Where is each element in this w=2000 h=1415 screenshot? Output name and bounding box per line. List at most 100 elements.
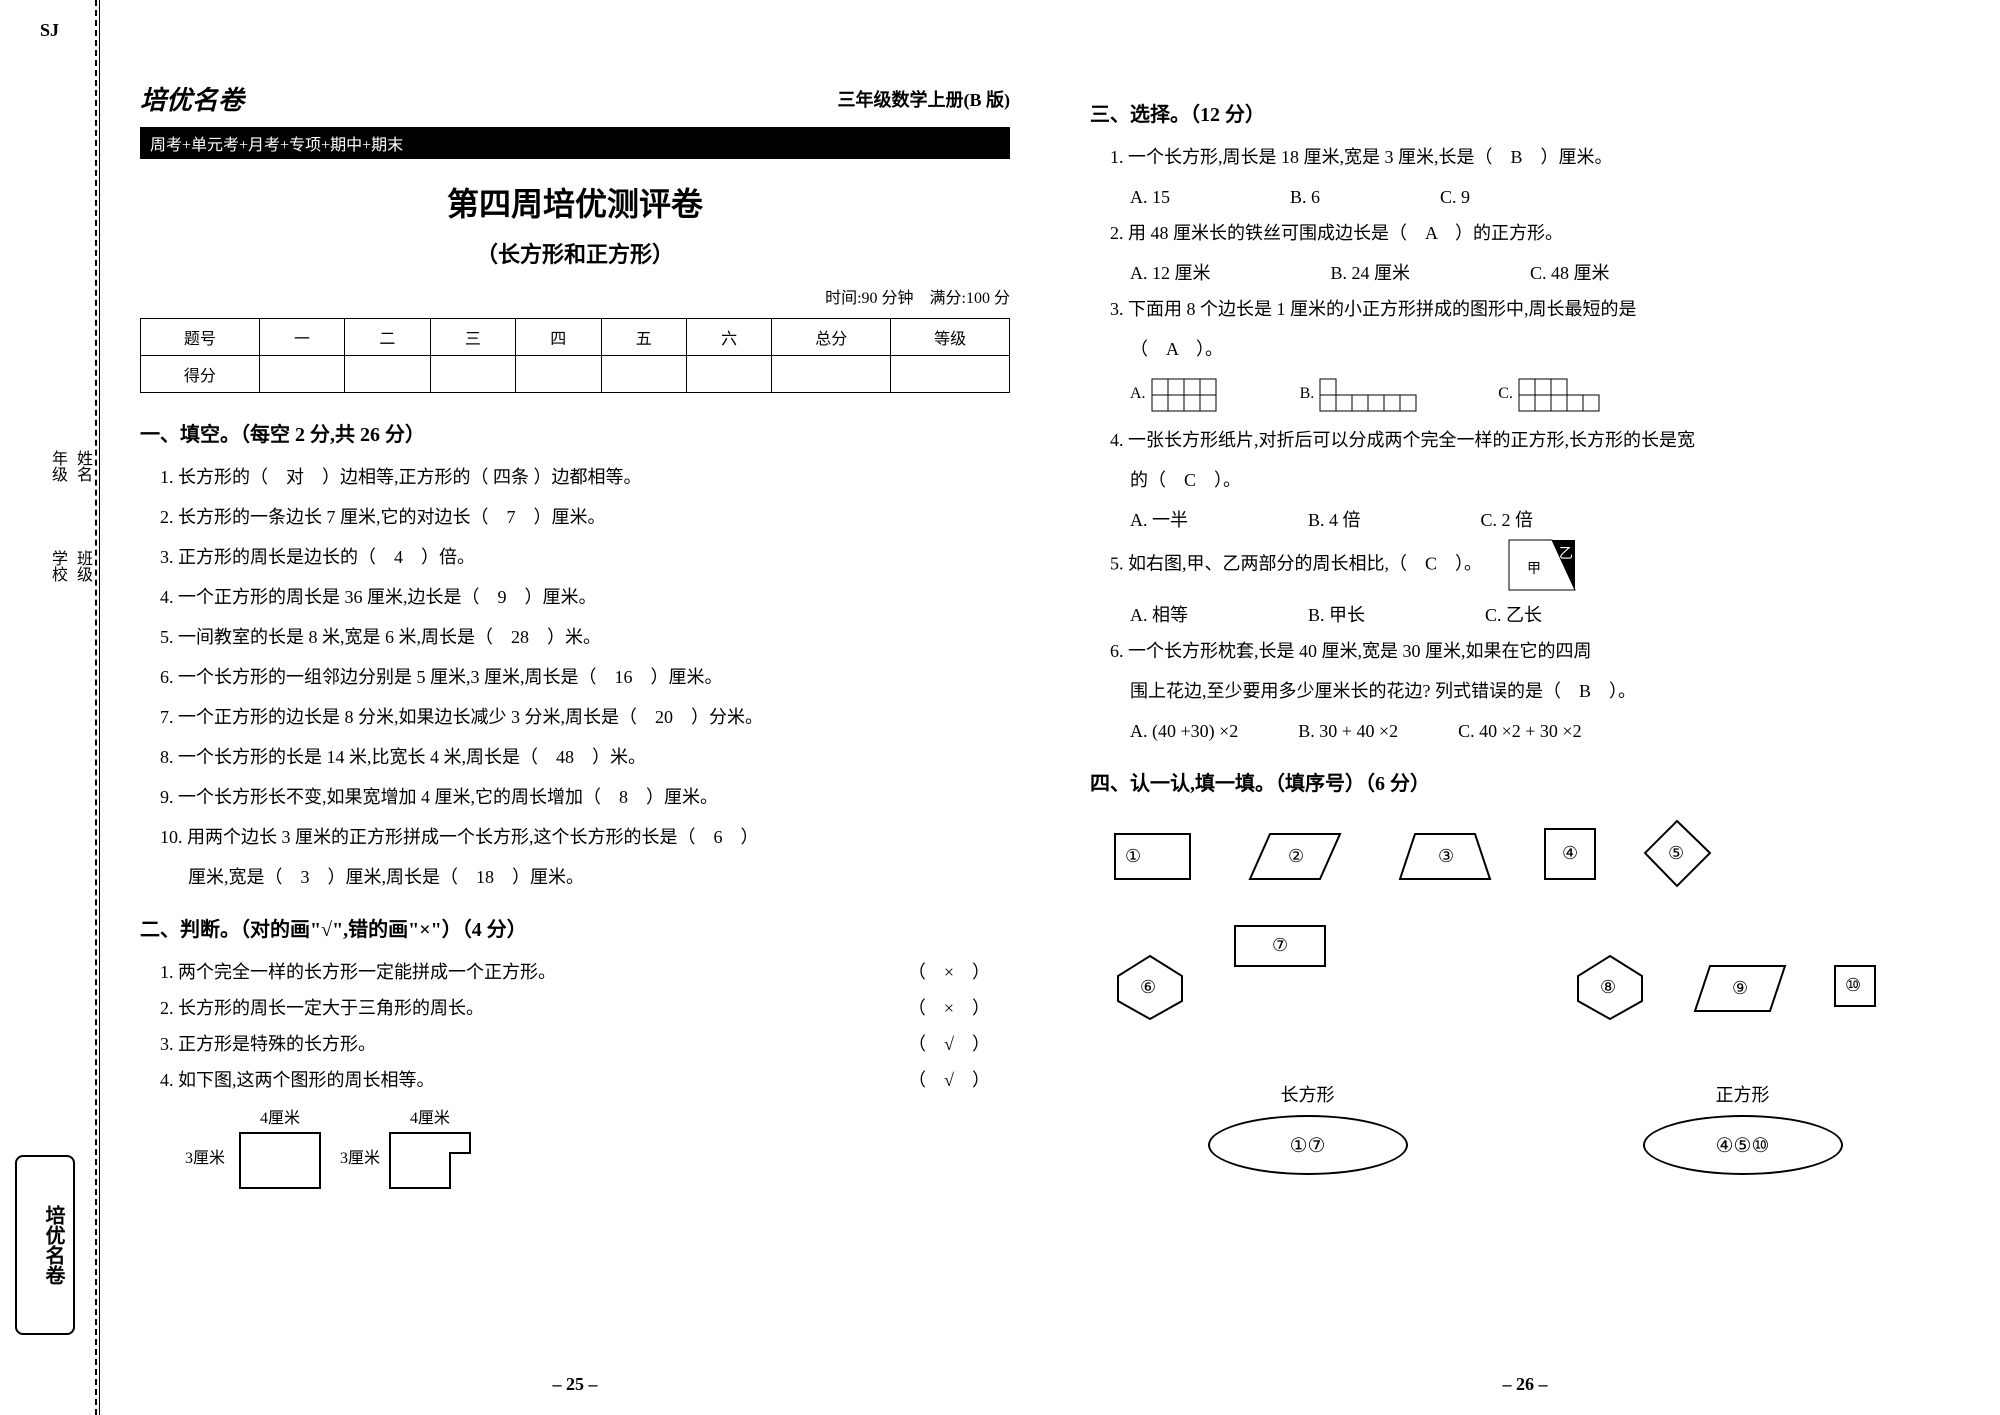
shape-1: ① bbox=[1110, 824, 1200, 884]
table-header-row: 题号 一 二 三 四 五 六 总分 等级 bbox=[141, 319, 1010, 356]
svg-text:⑥: ⑥ bbox=[1140, 977, 1156, 997]
s3-q2-b: B. 24 厘米 bbox=[1331, 255, 1411, 291]
th-total: 总分 bbox=[772, 319, 891, 356]
s3-q2-c: C. 48 厘米 bbox=[1530, 255, 1610, 291]
s1-q2: 2. 长方形的一条边长 7 厘米,它的对边长（ 7 ）厘米。 bbox=[160, 499, 1010, 535]
shape-5: ⑤ bbox=[1640, 816, 1715, 891]
s3-q3: 3. 下面用 8 个边长是 1 厘米的小正方形拼成的图形中,周长最短的是 bbox=[1110, 291, 1960, 327]
shape-7: ⑦ bbox=[1230, 911, 1530, 1061]
s3-q5-text: 5. 如右图,甲、乙两部分的周长相比,（ C ）。 bbox=[1110, 554, 1482, 574]
exam-sidebar: SJ 年级 姓名 学校 班级 培优名卷 bbox=[0, 0, 100, 1415]
s1-q10a: 10. 用两个边长 3 厘米的正方形拼成一个长方形,这个长方形的长是（ 6 ） bbox=[160, 819, 1010, 855]
s2-q1-ans: （ × ） bbox=[908, 954, 990, 990]
name-label: 姓名 bbox=[70, 450, 94, 482]
shape-9: ⑨ bbox=[1690, 956, 1790, 1016]
s3-q5-choices: A. 相等 B. 甲长 C. 乙长 bbox=[1130, 597, 1960, 633]
rect-label: 长方形 bbox=[1208, 1081, 1408, 1107]
s3-q3-opt-c: C. bbox=[1498, 377, 1607, 412]
s3-q3-opt-b: B. bbox=[1300, 377, 1419, 412]
s2-q4-diagram: 4厘米 3厘米 4厘米 3厘米 bbox=[180, 1108, 1010, 1203]
dim-4cm-1: 4厘米 bbox=[260, 1109, 300, 1127]
s1-q9: 9. 一个长方形长不变,如果宽增加 4 厘米,它的周长增加（ 8 ）厘米。 bbox=[160, 779, 1010, 815]
score-label: 得分 bbox=[141, 356, 260, 393]
s3-q2-a: A. 12 厘米 bbox=[1130, 255, 1211, 291]
th-num: 题号 bbox=[141, 319, 260, 356]
s3-q5-a: A. 相等 bbox=[1130, 597, 1188, 633]
s2-q3: 3. 正方形是特殊的长方形。 （ √ ） bbox=[160, 1026, 1010, 1062]
s3-q6-b: B. 30 + 40 ×2 bbox=[1298, 713, 1398, 749]
s3-q5-c: C. 乙长 bbox=[1485, 597, 1542, 633]
s3-q6-c: C. 40 ×2 + 30 ×2 bbox=[1458, 713, 1581, 749]
s3-q1-c: C. 9 bbox=[1440, 179, 1470, 215]
svg-text:⑤: ⑤ bbox=[1668, 843, 1684, 863]
s3-q1-a: A. 15 bbox=[1130, 179, 1170, 215]
s2-q4-ans: （ √ ） bbox=[908, 1062, 990, 1098]
s3-q5: 5. 如右图,甲、乙两部分的周长相比,（ C ）。 甲 乙 bbox=[1110, 538, 1960, 593]
s1-q3: 3. 正方形的周长是边长的（ 4 ）倍。 bbox=[160, 539, 1010, 575]
main-title: 第四周培优测评卷 bbox=[140, 179, 1010, 225]
s2-q4: 4. 如下图,这两个图形的周长相等。 （ √ ） bbox=[160, 1062, 1010, 1098]
square-group: 正方形 ④⑤⑩ bbox=[1643, 1081, 1843, 1175]
dim-4cm-2: 4厘米 bbox=[410, 1109, 450, 1127]
s3-q1-b: B. 6 bbox=[1290, 179, 1320, 215]
s1-q6: 6. 一个长方形的一组邻边分别是 5 厘米,3 厘米,周长是（ 16 ）厘米。 bbox=[160, 659, 1010, 695]
s2-q1-text: 1. 两个完全一样的长方形一定能拼成一个正方形。 bbox=[160, 954, 556, 990]
subtitle-bar: 周考+单元考+月考+专项+期中+期末 bbox=[140, 127, 1010, 159]
dim-3cm-1: 3厘米 bbox=[185, 1149, 225, 1167]
s2-q2-text: 2. 长方形的周长一定大于三角形的周长。 bbox=[160, 990, 484, 1026]
section1-title: 一、填空。（每空 2 分,共 26 分） bbox=[140, 418, 1010, 447]
s3-q6-a: A. (40 +30) ×2 bbox=[1130, 713, 1238, 749]
rect-group: 长方形 ①⑦ bbox=[1208, 1081, 1408, 1175]
shape-2: ② bbox=[1240, 824, 1350, 884]
s3-q3b: （ A ）。 bbox=[1130, 331, 1960, 367]
page-right: 三、选择。（12 分） 1. 一个长方形,周长是 18 厘米,宽是 3 厘米,长… bbox=[1050, 0, 2000, 1415]
shapes-row2: ⑥ ⑦ ⑧ ⑨ ⑩ bbox=[1110, 911, 1960, 1061]
sub-title: （长方形和正方形） bbox=[140, 237, 1010, 269]
svg-text:⑧: ⑧ bbox=[1600, 977, 1616, 997]
s1-q5: 5. 一间教室的长是 8 米,宽是 6 米,周长是（ 28 ）米。 bbox=[160, 619, 1010, 655]
s2-q2: 2. 长方形的周长一定大于三角形的周长。 （ × ） bbox=[160, 990, 1010, 1026]
square-label: 正方形 bbox=[1643, 1081, 1843, 1107]
answer-ovals: 长方形 ①⑦ 正方形 ④⑤⑩ bbox=[1090, 1081, 1960, 1175]
s3-q3-a-label: A. bbox=[1130, 385, 1146, 402]
fold-line bbox=[95, 0, 97, 1415]
grade-info: 三年级数学上册(B 版) bbox=[838, 86, 1011, 112]
svg-text:乙: 乙 bbox=[1559, 546, 1573, 562]
grade-label: 年级 bbox=[45, 450, 69, 482]
s3-q6: 6. 一个长方形枕套,长是 40 厘米,宽是 30 厘米,如果在它的四周 bbox=[1110, 633, 1960, 669]
s3-q4b: 的（ C ）。 bbox=[1130, 462, 1960, 498]
s3-q2-choices: A. 12 厘米 B. 24 厘米 C. 48 厘米 bbox=[1130, 255, 1960, 291]
th-grade: 等级 bbox=[891, 319, 1010, 356]
s1-q10b: 厘米,宽是（ 3 ）厘米,周长是（ 18 ）厘米。 bbox=[188, 859, 1010, 895]
table-score-row: 得分 bbox=[141, 356, 1010, 393]
th-3: 三 bbox=[430, 319, 515, 356]
sj-label: SJ bbox=[5, 20, 94, 41]
svg-text:④: ④ bbox=[1562, 843, 1578, 863]
s2-q3-text: 3. 正方形是特殊的长方形。 bbox=[160, 1026, 376, 1062]
s3-q4: 4. 一张长方形纸片,对折后可以分成两个完全一样的正方形,长方形的长是宽 bbox=[1110, 422, 1960, 458]
page-num-right: – 26 – bbox=[1503, 1374, 1548, 1395]
th-1: 一 bbox=[259, 319, 344, 356]
time-info: 时间:90 分钟 满分:100 分 bbox=[140, 284, 1010, 308]
s3-q3-b-label: B. bbox=[1300, 385, 1315, 402]
s3-q3-c-label: C. bbox=[1498, 385, 1513, 402]
s2-q1: 1. 两个完全一样的长方形一定能拼成一个正方形。 （ × ） bbox=[160, 954, 1010, 990]
s1-q4: 4. 一个正方形的周长是 36 厘米,边长是（ 9 ）厘米。 bbox=[160, 579, 1010, 615]
s1-q7: 7. 一个正方形的边长是 8 分米,如果边长减少 3 分米,周长是（ 20 ）分… bbox=[160, 699, 1010, 735]
s3-q4-choices: A. 一半 B. 4 倍 C. 2 倍 bbox=[1130, 502, 1960, 538]
page-left: 培优名卷 三年级数学上册(B 版) 周考+单元考+月考+专项+期中+期末 第四周… bbox=[100, 0, 1050, 1415]
svg-text:①: ① bbox=[1125, 846, 1141, 866]
brand-title: 培优名卷 bbox=[140, 80, 244, 117]
s3-q6b: 围上花边,至少要用多少厘米长的花边? 列式错误的是（ B ）。 bbox=[1130, 673, 1960, 709]
shape-10: ⑩ bbox=[1830, 961, 1880, 1011]
s3-q1-choices: A. 15 B. 6 C. 9 bbox=[1130, 179, 1960, 215]
th-2: 二 bbox=[345, 319, 430, 356]
s2-q2-ans: （ × ） bbox=[908, 990, 990, 1026]
brand-logo: 培优名卷 bbox=[15, 1155, 75, 1335]
s1-q1: 1. 长方形的（ 对 ）边相等,正方形的（ 四条 ）边都相等。 bbox=[160, 459, 1010, 495]
shape-6: ⑥ bbox=[1110, 951, 1190, 1021]
rect-oval: ①⑦ bbox=[1208, 1115, 1408, 1175]
svg-text:②: ② bbox=[1288, 846, 1304, 866]
score-table: 题号 一 二 三 四 五 六 总分 等级 得分 bbox=[140, 318, 1010, 393]
class-label: 班级 bbox=[70, 550, 94, 582]
